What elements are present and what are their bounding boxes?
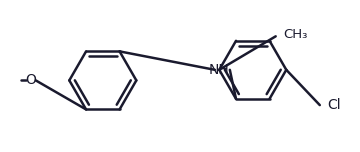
Text: O: O: [25, 73, 36, 87]
Text: NH: NH: [209, 63, 230, 77]
Text: CH₃: CH₃: [284, 28, 308, 41]
Text: Cl: Cl: [328, 98, 341, 112]
